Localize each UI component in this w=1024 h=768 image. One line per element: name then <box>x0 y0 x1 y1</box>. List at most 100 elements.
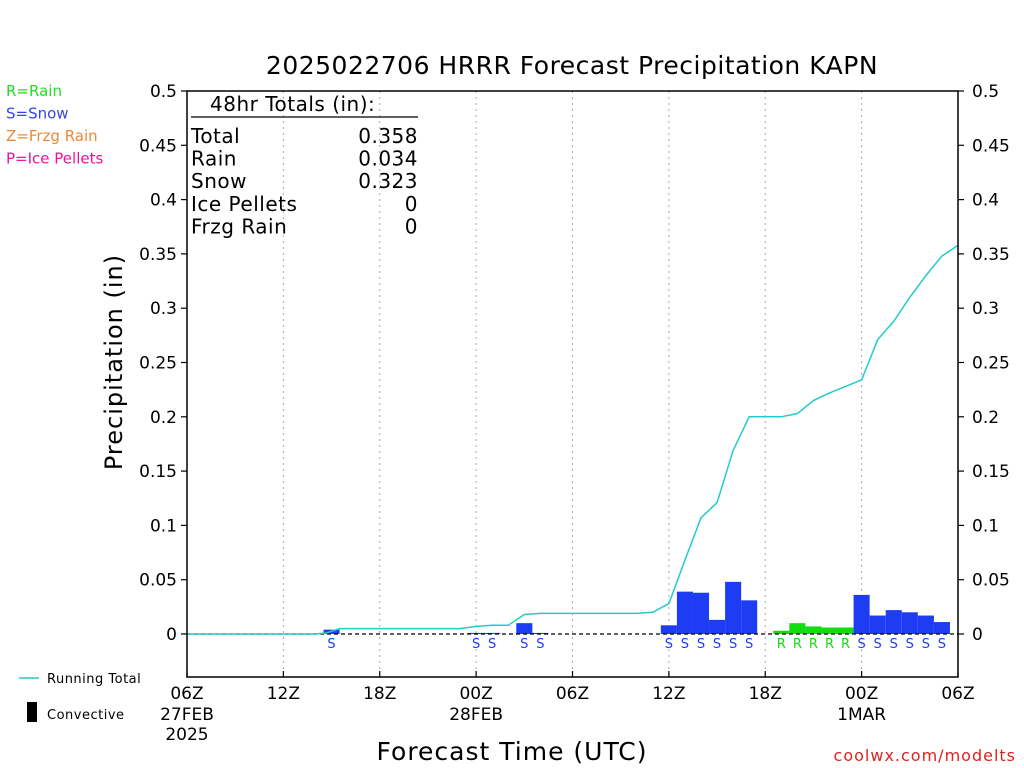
x-tick-label: 06Z <box>941 684 974 704</box>
precip-type-letter: S <box>857 637 865 652</box>
precip-type-letter: S <box>729 637 737 652</box>
precip-type-letter: S <box>938 637 946 652</box>
y-tick-label: 0 <box>166 625 177 645</box>
precip-bar <box>789 623 806 634</box>
left-y-axis: 0 0.05 0.1 0.15 0.2 0.25 0.3 0.35 0.4 0.45 0.5 <box>139 82 187 645</box>
totals-row-value: 0.034 <box>358 147 418 171</box>
y-tick-label-right: 0.5 <box>972 82 999 102</box>
x-tick-label: 12Z <box>652 684 685 704</box>
totals-row-value: 0 <box>405 214 418 238</box>
y-tick-label-right: 0.05 <box>972 571 1010 591</box>
precip-type-legend-entry: R=Rain <box>6 82 62 100</box>
precip-type-letter: R <box>809 637 818 652</box>
precip-bar <box>805 626 822 634</box>
x-axis-label: Forecast Time (UTC) <box>377 737 648 766</box>
y-tick-label-right: 0.1 <box>972 516 999 536</box>
precip-type-letter: S <box>906 637 914 652</box>
x-tick-label: 00Z <box>845 684 878 704</box>
chart-title: 2025022706 HRRR Forecast Precipitation K… <box>266 51 878 80</box>
y-axis-label: Precipitation (in) <box>100 254 128 470</box>
precip-type-letter: S <box>472 637 480 652</box>
y-tick-label-right: 0.4 <box>972 191 999 211</box>
right-y-axis: 0 0.05 0.1 0.15 0.2 0.25 0.3 0.35 0.4 0.45 0.5 <box>958 82 1010 645</box>
precip-type-letter: S <box>890 637 898 652</box>
precip-bar <box>821 627 838 634</box>
y-tick-label-right: 0.25 <box>972 354 1010 374</box>
precip-type-letter: R <box>793 637 802 652</box>
y-tick-label-right: 0.3 <box>972 299 999 319</box>
precip-bar <box>725 581 742 634</box>
precip-type-legend-entry: S=Snow <box>6 105 69 123</box>
bottom-legend-label: Running Total <box>47 672 141 687</box>
precip-type-legend-entry: P=Ice Pellets <box>6 150 103 168</box>
precip-bars <box>323 581 950 634</box>
precip-type-letter: R <box>841 637 850 652</box>
bottom-legend: Running Total Convective <box>19 672 141 723</box>
precip-type-letter: R <box>825 637 834 652</box>
x-tick-label: 12Z <box>267 684 300 704</box>
totals-row-label: Rain <box>191 147 237 171</box>
x-tick-date: 28FEB <box>449 705 503 725</box>
precip-bar <box>692 592 710 634</box>
bottom-legend-label: Convective <box>47 708 125 723</box>
x-tick-label: 06Z <box>170 684 203 704</box>
precip-type-letter: S <box>713 637 721 652</box>
convective-legend-swatch <box>27 702 37 722</box>
precip-type-letter: S <box>922 637 930 652</box>
precip-bar <box>933 622 950 634</box>
y-tick-label-right: 0.35 <box>972 245 1010 265</box>
precip-bar <box>484 632 501 634</box>
totals-rows: Total 0.358 Rain 0.034 Snow 0.323 Ice Pellets 0… <box>190 124 418 238</box>
precip-type-legend: R=Rain S=Snow Z=Frzg Rain P=Ice Pellets <box>6 82 103 168</box>
y-tick-label: 0.15 <box>139 462 177 482</box>
precip-bar <box>516 623 533 634</box>
totals-row-label: Frzg Rain <box>191 214 287 238</box>
y-tick-label: 0.1 <box>150 516 177 536</box>
credit-text: coolwx.com/modelts <box>834 746 1016 765</box>
y-tick-label-right: 0 <box>972 625 983 645</box>
precip-bar <box>885 610 902 634</box>
x-tick-date: 1MAR <box>837 705 886 725</box>
y-tick-label: 0.4 <box>150 191 177 211</box>
precip-type-letter: S <box>488 637 496 652</box>
totals-row-value: 0.323 <box>358 169 418 193</box>
totals-row-label: Snow <box>191 169 247 193</box>
y-tick-label-right: 0.15 <box>972 462 1010 482</box>
y-tick-label: 0.45 <box>139 136 177 156</box>
precip-bar <box>660 625 677 634</box>
x-tick-year: 2025 <box>165 725 208 745</box>
precip-type-legend-entry: Z=Frzg Rain <box>6 127 98 145</box>
y-tick-label-right: 0.45 <box>972 136 1010 156</box>
precip-bar <box>741 600 758 634</box>
precip-type-letter: S <box>681 637 689 652</box>
precip-type-letter: S <box>745 637 753 652</box>
y-tick-label: 0.35 <box>139 245 177 265</box>
precip-bar <box>709 619 726 634</box>
totals-row-label: Ice Pellets <box>191 192 297 216</box>
precip-type-letter: S <box>536 637 544 652</box>
totals-heading: 48hr Totals (in): <box>210 92 375 116</box>
totals-box: 48hr Totals (in): Total 0.358 Rain 0.034 Sno… <box>190 92 418 238</box>
precip-bar <box>901 612 918 634</box>
x-tick-date: 27FEB <box>160 705 214 725</box>
running-total-line <box>187 244 959 635</box>
precip-bar <box>853 594 870 634</box>
totals-row-value: 0.358 <box>358 124 418 148</box>
precip-bar <box>869 615 886 634</box>
y-tick-label: 0.3 <box>150 299 177 319</box>
y-tick-label: 0.05 <box>139 571 177 591</box>
precip-type-letter: R <box>777 637 786 652</box>
precip-type-letter: S <box>665 637 673 652</box>
precip-type-letter: S <box>697 637 705 652</box>
precip-bar <box>917 615 934 634</box>
x-tick-label: 00Z <box>459 684 492 704</box>
precip-bar <box>773 630 790 634</box>
x-tick-label: 18Z <box>749 684 782 704</box>
precip-type-letter: S <box>520 637 528 652</box>
precip-type-letter: S <box>874 637 882 652</box>
totals-row-label: Total <box>190 124 240 148</box>
